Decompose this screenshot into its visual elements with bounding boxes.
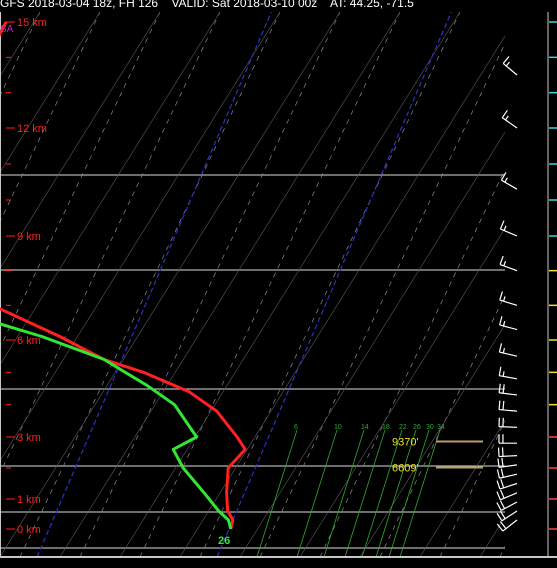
mixing-ratio-label: 14 <box>361 424 369 431</box>
isotherm-line <box>359 324 505 557</box>
wind-barb <box>498 383 518 396</box>
isotherm-line <box>0 12 221 366</box>
height-axis: 15 km 12 km 9 km 6 km 3 km 1 km 0 km <box>6 17 47 536</box>
mixing-ratio-label: 26 <box>413 424 421 431</box>
isotherm-line <box>0 12 341 557</box>
mixing-ratio-line <box>375 429 417 558</box>
wind-barb <box>498 366 518 380</box>
wind-barb <box>501 109 518 129</box>
mixing-ratio-line <box>344 429 386 558</box>
right-edge-ticks <box>549 21 557 530</box>
location-text: AT: 44.25, -71.5 <box>330 0 414 10</box>
dry-adiabat-line <box>0 12 41 97</box>
temperature-trace <box>0 21 247 530</box>
model-run-text: GFS 2018-03-04 18z, FH 126 <box>0 0 159 10</box>
height-tick-label: 1 km <box>17 494 41 506</box>
surface-dewpoint-label: 26 <box>218 535 230 547</box>
mixing-ratio-line <box>399 429 441 558</box>
valid-time-text: VALID: Sat 2018-03-10 00z <box>171 0 318 10</box>
mixing-ratio-label: 22 <box>399 424 407 431</box>
wind-barb <box>502 56 518 76</box>
dry-adiabat-line <box>0 12 101 223</box>
wind-barb <box>496 519 518 532</box>
wind-barb <box>498 434 517 444</box>
wind-barb <box>499 291 518 306</box>
sounding-header: GFS 2018-03-04 18z, FH 126 VALID: Sat 20… <box>0 0 557 10</box>
mixing-ratio-line <box>388 429 430 558</box>
isotherm-line <box>479 516 505 557</box>
mixing-ratio-line <box>296 429 338 558</box>
height-tick-label: 0 km <box>17 524 41 536</box>
dry-adiabat-line <box>439 419 505 557</box>
highlight-isotherm <box>216 12 452 557</box>
dewpoint-trace <box>0 322 233 530</box>
dry-adiabat-line <box>259 42 505 557</box>
top-corner-label: SA <box>0 24 14 35</box>
wind-barb <box>496 500 518 511</box>
highlight-isotherm <box>36 12 272 557</box>
dry-adiabat-line <box>379 294 505 557</box>
wind-barb <box>498 400 518 412</box>
dry-adiabat-line <box>199 12 461 557</box>
wind-barb <box>500 172 518 190</box>
height-tick-label: 9 km <box>17 231 41 243</box>
wind-barb <box>496 468 518 479</box>
mixing-ratio-label: 30 <box>426 424 434 431</box>
height-tick-label: 12 km <box>17 123 47 135</box>
wind-barb <box>497 457 518 468</box>
mixing-ratio-labels: 6 10 14 18 22 26 30 34 <box>294 424 445 431</box>
dry-adiabat-line <box>79 12 341 557</box>
dry-adiabat-line <box>319 168 505 557</box>
isotherm-line <box>239 131 505 557</box>
isotherm-line <box>179 35 505 557</box>
isotherm-line <box>299 227 505 557</box>
wind-barb <box>499 316 518 331</box>
chart-grid <box>0 12 505 558</box>
isotherm-line <box>0 12 41 77</box>
wind-barb <box>496 479 518 490</box>
sounding-traces <box>0 21 247 530</box>
mixing-ratio-label: 34 <box>437 424 445 431</box>
mixing-ratio-line <box>323 429 365 558</box>
mixing-ratio-label: 10 <box>334 424 342 431</box>
wind-barb <box>499 220 518 237</box>
wind-barb-column <box>496 56 518 532</box>
height-tick-label: 6 km <box>17 335 41 347</box>
isotherm-line <box>0 12 161 270</box>
dry-adiabat-line <box>0 12 161 349</box>
level-markers: 9370' 6609' <box>392 436 483 475</box>
dry-adiabat-line <box>0 12 221 474</box>
wind-barb <box>496 489 518 501</box>
isotherm-line <box>59 12 401 557</box>
dry-adiabat-line <box>139 12 401 557</box>
level-label: 9370' <box>392 436 419 448</box>
mixing-ratio-label: 18 <box>382 424 390 431</box>
mixing-ratio-label: 6 <box>294 424 298 431</box>
isotherm-line <box>0 12 101 173</box>
height-tick-label: 3 km <box>17 432 41 444</box>
chart-frame <box>0 12 557 558</box>
wind-barb <box>497 447 518 458</box>
wind-barb <box>496 510 518 522</box>
level-label: 6609' <box>392 463 419 475</box>
mixing-ratio-line <box>256 429 298 558</box>
isotherm-line <box>0 12 281 462</box>
wind-barb <box>499 255 518 272</box>
isotherm-line <box>419 420 505 557</box>
wind-barb <box>498 343 518 357</box>
height-tick-label: 15 km <box>17 17 47 29</box>
isotherm-line <box>119 12 461 557</box>
wind-barb <box>498 417 518 428</box>
dry-adiabat-line <box>19 12 281 557</box>
mixing-ratio-line <box>361 429 403 558</box>
